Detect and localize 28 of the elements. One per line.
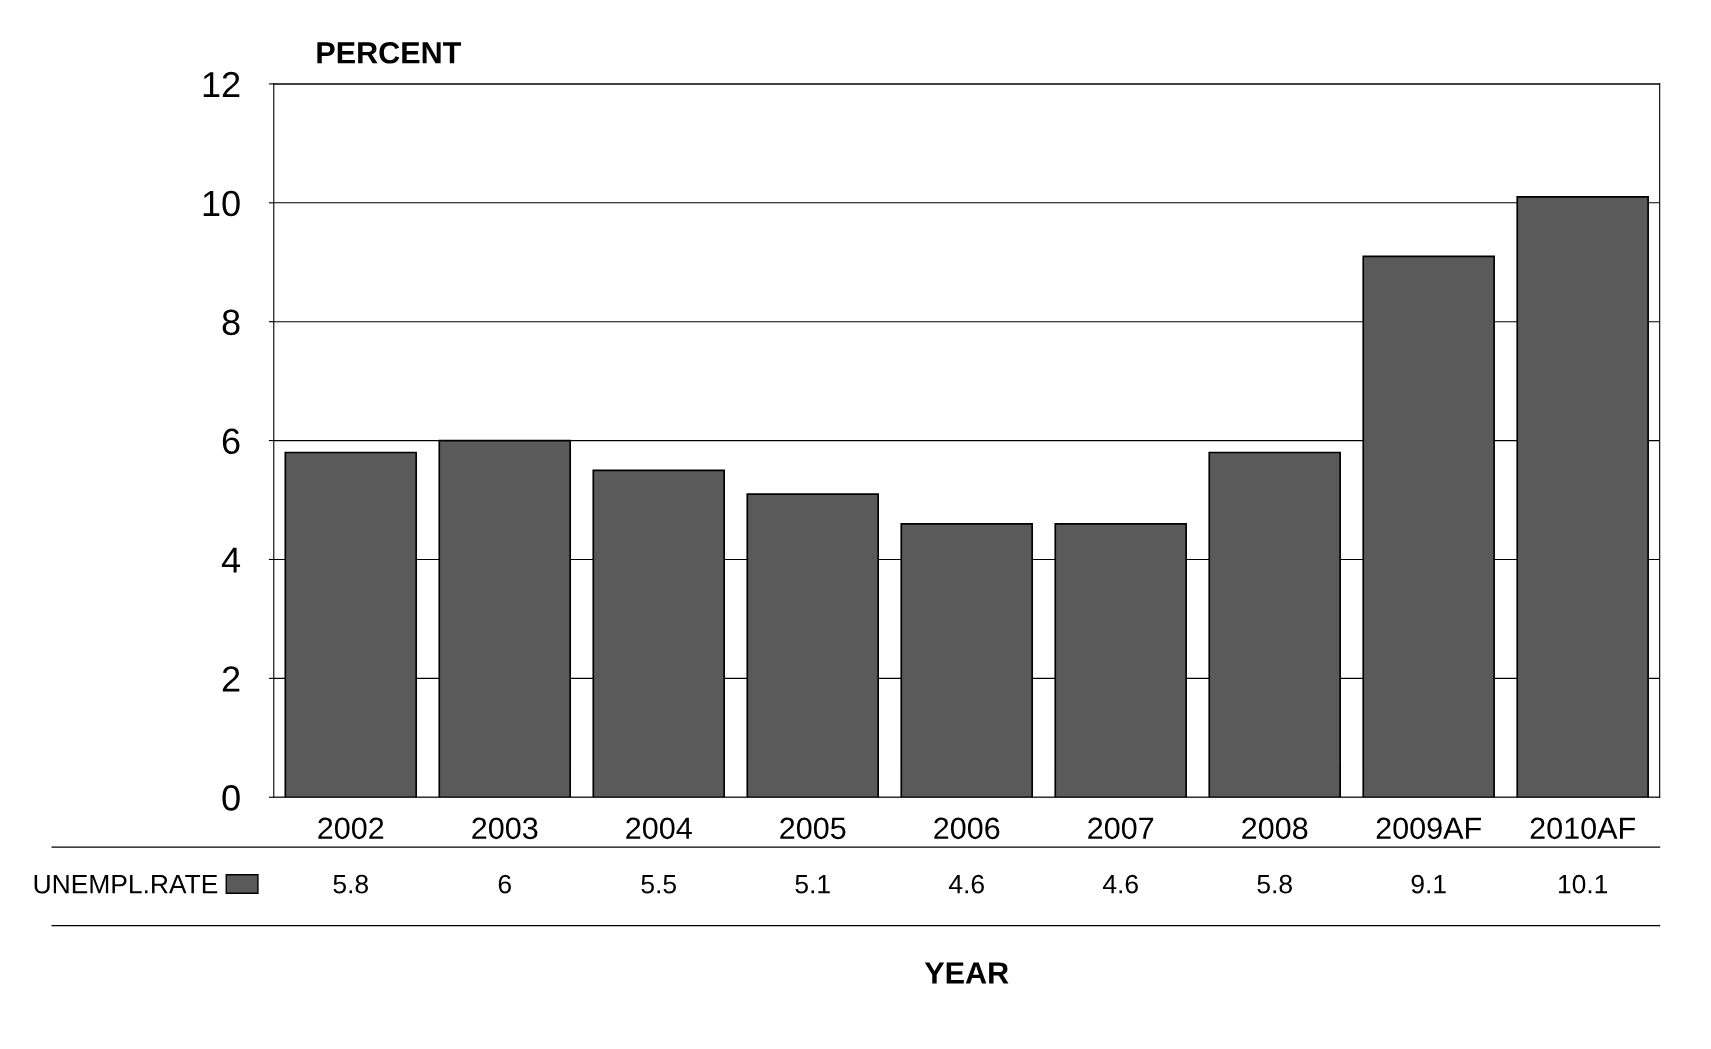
x-tick-label: 2006 [934, 817, 1000, 840]
y-tick-label: 10 [203, 190, 240, 217]
data-label: 4.6 [1102, 874, 1138, 894]
y-tick-label: 2 [222, 666, 240, 692]
data-label: 6 [498, 874, 511, 894]
y-axis-title: PERCENT [317, 41, 462, 64]
x-tick-label: 2010AF [1530, 817, 1635, 840]
legend-label: UNEMPL.RATE [34, 875, 218, 894]
data-label: 5.1 [795, 875, 830, 894]
y-tick-label: 6 [222, 428, 240, 455]
x-tick-label: 2009AF [1376, 817, 1481, 840]
data-label: 5.8 [1257, 874, 1292, 894]
x-tick-label: 2005 [780, 817, 846, 840]
x-axis-title: YEAR [924, 962, 1009, 984]
x-tick-label: 2003 [472, 817, 538, 840]
data-label: 9.1 [1411, 874, 1446, 894]
x-tick-label: 2008 [1242, 817, 1308, 840]
data-label: 4.6 [948, 874, 984, 894]
y-tick-label: 8 [222, 309, 240, 336]
data-label: 5.8 [333, 874, 368, 894]
y-tick-label: 4 [221, 547, 241, 573]
x-tick-label: 2007 [1088, 817, 1154, 840]
x-tick-label: 2004 [626, 817, 692, 840]
x-tick-label: 2002 [318, 817, 384, 840]
data-label: 5.5 [641, 875, 676, 894]
data-label: 10.1 [1559, 874, 1608, 894]
y-tick-label: 0 [222, 785, 240, 811]
y-tick-label: 12 [203, 71, 240, 97]
